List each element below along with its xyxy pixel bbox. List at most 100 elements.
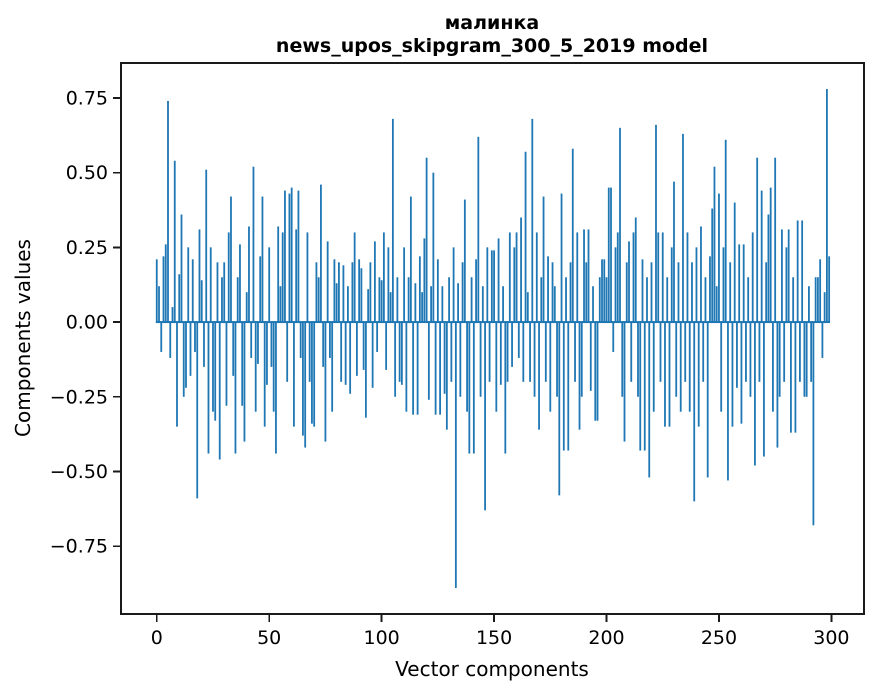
chart-title-line2: news_upos_skipgram_300_5_2019 model (276, 35, 708, 57)
bar (697, 322, 700, 427)
bar (232, 322, 235, 376)
bar (623, 322, 626, 442)
bar (682, 133, 684, 323)
bar (391, 118, 394, 323)
bar (466, 322, 468, 412)
bar (396, 277, 399, 323)
bar (400, 322, 403, 385)
bar (340, 322, 343, 382)
bar (814, 277, 817, 323)
bar (302, 322, 304, 436)
bar (747, 277, 750, 323)
bar (711, 208, 714, 323)
bar (542, 196, 545, 323)
bar (526, 292, 529, 323)
bar (225, 322, 228, 406)
bar (499, 322, 502, 385)
bar (679, 322, 682, 412)
bar (790, 322, 792, 433)
bar (209, 247, 212, 323)
bar (299, 322, 302, 358)
bar (472, 322, 475, 454)
bar (308, 322, 311, 382)
bar (461, 262, 464, 323)
bar (335, 283, 338, 323)
bar (182, 322, 185, 397)
bar (558, 322, 561, 496)
bar (414, 283, 417, 323)
bar (625, 262, 628, 323)
bar (221, 277, 223, 323)
bar (236, 277, 239, 323)
bar (405, 322, 408, 412)
bar (320, 184, 322, 323)
bar (160, 322, 163, 352)
bar (155, 259, 158, 323)
bar (218, 322, 221, 460)
bar (263, 322, 266, 427)
bar (403, 247, 406, 323)
bar (439, 322, 441, 415)
bar (637, 322, 639, 397)
bar (333, 259, 336, 323)
bar (317, 277, 320, 323)
bar (655, 124, 657, 323)
bar (432, 172, 435, 323)
bar (702, 322, 705, 382)
bar (643, 322, 646, 451)
bar (315, 262, 318, 323)
bar (407, 277, 410, 323)
bar (538, 322, 540, 430)
bar (504, 322, 507, 454)
bar (488, 322, 491, 382)
bar (371, 322, 374, 388)
bar (331, 322, 334, 412)
bar (549, 322, 552, 412)
bar (434, 322, 437, 415)
bar (749, 322, 752, 397)
bar (619, 127, 621, 323)
bar (470, 277, 473, 323)
bar (661, 232, 664, 323)
bar (387, 247, 390, 323)
bar (394, 322, 397, 397)
axes-border (120, 62, 865, 615)
bar (634, 217, 637, 323)
bar (178, 274, 181, 323)
bar (736, 322, 738, 388)
bar (194, 322, 196, 352)
bar (688, 322, 691, 412)
bar (436, 259, 439, 323)
bar (751, 232, 754, 323)
bar (468, 322, 471, 454)
bar (452, 247, 455, 323)
bar (281, 232, 284, 323)
bar (733, 202, 736, 323)
bar (502, 286, 504, 323)
bar (650, 262, 653, 323)
bar (430, 286, 433, 323)
bar (252, 166, 255, 323)
bar (257, 322, 259, 364)
bar (704, 277, 707, 323)
bar (484, 322, 486, 511)
bar (787, 229, 790, 323)
bar (270, 322, 273, 367)
bar (486, 247, 489, 323)
x-tick-label: 0 (151, 627, 163, 649)
bar (616, 232, 619, 323)
bar (598, 277, 601, 323)
bar (607, 187, 610, 323)
bar (686, 232, 689, 323)
bar (601, 259, 603, 323)
bar (718, 193, 720, 323)
bar (529, 322, 531, 382)
bar (668, 322, 671, 427)
bar (418, 256, 421, 323)
bar (176, 322, 178, 427)
bar (227, 232, 230, 323)
bar (738, 244, 741, 323)
x-tick-label: 100 (364, 627, 400, 649)
